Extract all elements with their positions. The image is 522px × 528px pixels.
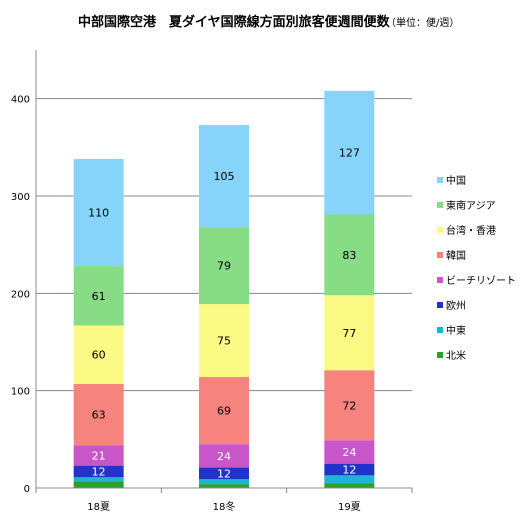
y-tick-label: 200 — [11, 289, 30, 300]
chart-title: 中部国際空港 夏ダイヤ国際線方面別旅客便週間便数 — [78, 14, 391, 30]
bar-segment — [324, 440, 375, 464]
data-label: 83 — [342, 249, 356, 262]
data-label: 21 — [92, 449, 106, 462]
bar-segment — [73, 383, 124, 446]
bar-segment — [324, 90, 375, 215]
legend-entry: 東南アジア — [446, 199, 496, 212]
bar-segment — [199, 484, 249, 488]
x-category-label: 18夏 — [87, 501, 110, 513]
legend-swatch — [437, 177, 443, 183]
legend-swatch — [437, 202, 443, 208]
bar-segment — [324, 370, 375, 441]
legend-swatch — [437, 352, 443, 358]
bar-segment — [199, 479, 249, 485]
data-label: 24 — [217, 450, 231, 463]
data-label: 105 — [214, 170, 235, 183]
bar-segment — [73, 266, 124, 326]
legend-entry: 北米 — [446, 349, 466, 362]
y-tick-label: 0 — [24, 484, 30, 495]
data-label: 72 — [342, 399, 356, 412]
y-tick-label: 300 — [11, 192, 30, 203]
legend-entry: 中東 — [446, 324, 466, 337]
bar-segment — [324, 483, 375, 488]
bar-segment — [199, 467, 249, 480]
bar-segment — [324, 295, 375, 371]
bar-segment — [73, 445, 124, 466]
data-label: 75 — [217, 335, 231, 348]
bar-segment — [73, 477, 124, 482]
bar-segment — [73, 481, 124, 488]
legend-entry: 台湾・香港 — [446, 224, 496, 237]
bar-segment — [324, 214, 375, 296]
bar-segment — [73, 465, 124, 478]
legend-entry: 欧州 — [446, 300, 466, 312]
data-label: 110 — [88, 207, 109, 220]
legend-swatch — [437, 277, 443, 283]
bar-segment — [199, 124, 249, 228]
bar-segment — [199, 377, 249, 445]
legend-entry: 中国 — [446, 174, 466, 187]
data-label: 61 — [92, 290, 106, 303]
bars: 12 21 63 60 61 110 12 24 69 75 79 105 12 24 72 77 83 127 — [73, 90, 375, 488]
bar-segment — [199, 304, 249, 378]
x-category-label: 18冬 — [213, 500, 236, 513]
data-label: 63 — [92, 409, 106, 422]
legend-swatch — [437, 252, 443, 258]
bar-segment — [199, 444, 249, 468]
bar-segment — [324, 463, 375, 476]
legend-entry: ビーチリゾート — [446, 275, 516, 287]
bar-segment — [73, 325, 124, 384]
data-label: 127 — [339, 147, 360, 160]
bar-segment — [73, 159, 124, 267]
legend-swatch — [437, 227, 443, 233]
data-label: 12 — [217, 467, 231, 480]
data-label: 79 — [217, 260, 231, 273]
legend-swatch — [437, 302, 443, 308]
data-label: 69 — [217, 405, 231, 418]
data-label: 77 — [342, 327, 356, 340]
unit-note: （単位：便/週） — [386, 16, 459, 29]
axes: 0 100 200 300 400 18夏 18冬 19夏 — [11, 50, 413, 513]
x-category-label: 19夏 — [338, 501, 361, 513]
legend-entry: 韓国 — [446, 250, 466, 262]
bar-segment — [199, 227, 249, 305]
y-tick-label: 400 — [11, 95, 30, 106]
data-label: 24 — [342, 446, 356, 459]
legend-swatch — [437, 327, 443, 333]
data-label: 12 — [92, 465, 106, 478]
y-tick-label: 100 — [11, 387, 30, 398]
data-label: 12 — [342, 464, 356, 477]
bar-segment — [324, 475, 375, 484]
data-label: 60 — [92, 349, 106, 362]
